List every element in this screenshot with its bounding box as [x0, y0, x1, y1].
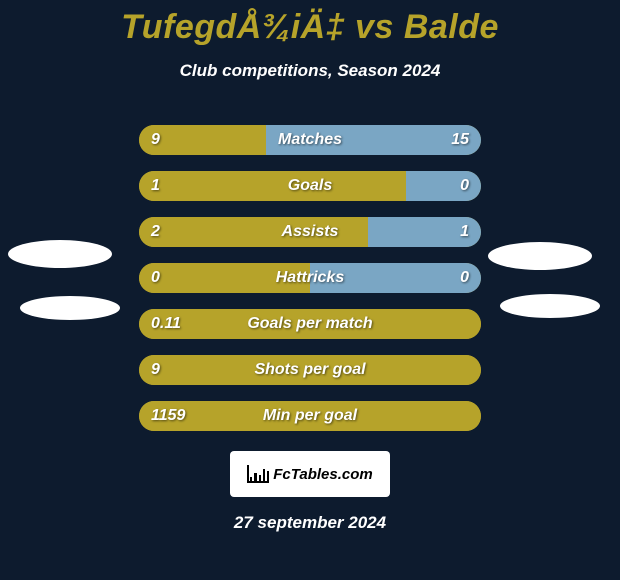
stat-label: Hattricks	[139, 263, 481, 293]
stat-label: Matches	[139, 125, 481, 155]
avatar-right-2	[500, 294, 600, 318]
stat-label: Shots per goal	[139, 355, 481, 385]
stat-label: Goals per match	[139, 309, 481, 339]
stat-row-matches: 915Matches	[139, 125, 481, 155]
stat-row-shots-per-goal: 9Shots per goal	[139, 355, 481, 385]
logo-chart-icon	[247, 465, 269, 483]
stat-row-min-per-goal: 1159Min per goal	[139, 401, 481, 431]
stat-row-goals: 10Goals	[139, 171, 481, 201]
stat-bars: 915Matches 10Goals 21Assists 00Hattricks 0.1…	[139, 125, 481, 431]
stat-row-goals-per-match: 0.11Goals per match	[139, 309, 481, 339]
stat-label: Goals	[139, 171, 481, 201]
avatar-right-1	[488, 242, 592, 270]
subtitle: Club competitions, Season 2024	[0, 61, 620, 81]
fctables-logo[interactable]: FcTables.com	[230, 451, 390, 497]
avatar-left-1	[8, 240, 112, 268]
logo-text: FcTables.com	[273, 466, 372, 483]
page-title: TufegdÅ¾iÄ‡ vs Balde	[0, 8, 620, 47]
date-text: 27 september 2024	[0, 513, 620, 533]
stat-label: Min per goal	[139, 401, 481, 431]
stat-row-assists: 21Assists	[139, 217, 481, 247]
comparison-card: TufegdÅ¾iÄ‡ vs Balde Club competitions, …	[0, 0, 620, 580]
stat-row-hattricks: 00Hattricks	[139, 263, 481, 293]
stat-label: Assists	[139, 217, 481, 247]
avatar-left-2	[20, 296, 120, 320]
